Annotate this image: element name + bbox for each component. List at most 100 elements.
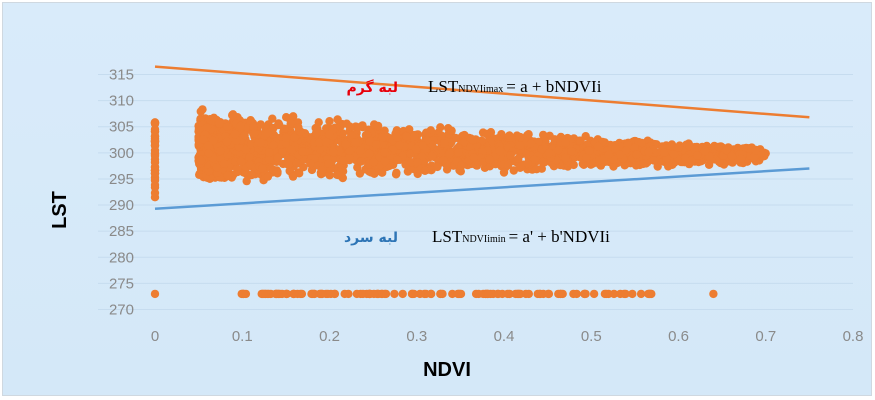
scatter-point	[628, 289, 637, 299]
x-tick-label: 0.8	[843, 328, 864, 345]
scatter-point	[727, 152, 737, 161]
scatter-point	[569, 160, 578, 170]
scatter-point	[585, 146, 594, 155]
scatter-point	[537, 164, 546, 173]
scatter-point	[526, 139, 536, 148]
scatter-point	[341, 140, 351, 149]
scatter-point	[714, 142, 723, 152]
scatter-point	[245, 153, 254, 162]
scatter-point	[567, 147, 576, 156]
scatter-point	[236, 157, 246, 166]
scatter-point	[277, 289, 287, 299]
scatter-point	[615, 150, 624, 159]
scatter-point	[572, 289, 581, 299]
scatter-point	[358, 289, 368, 299]
y-tick-label: 310	[109, 93, 134, 110]
scatter-point	[427, 152, 437, 161]
scatter-point	[439, 139, 449, 148]
warm-edge-line	[154, 65, 810, 119]
scatter-point	[561, 138, 570, 147]
scatter-point	[258, 164, 267, 173]
scatter-point	[406, 149, 415, 159]
cold-edge-equation: LSTNDVIimin = a' + b'NDVIi	[432, 227, 610, 246]
scatter-point	[422, 128, 431, 138]
scatter-point	[632, 150, 642, 159]
scatter-point	[582, 153, 591, 162]
scatter-point	[460, 137, 469, 147]
scatter-point	[561, 153, 570, 163]
scatter-point	[503, 160, 513, 170]
scatter-point	[511, 289, 520, 299]
scatter-point	[196, 156, 206, 165]
scatter-point	[749, 152, 759, 162]
scatter-point	[669, 150, 679, 159]
scatter-point	[398, 289, 407, 299]
scatter-point	[366, 168, 376, 177]
scatter-point	[265, 148, 274, 157]
scatter-point	[299, 163, 308, 172]
scatter-point	[402, 132, 411, 141]
y-tick-label: 270	[109, 302, 134, 319]
scatter-point	[296, 289, 305, 299]
scatter-point	[623, 140, 632, 149]
scatter-point	[223, 122, 232, 131]
scatter-point	[506, 151, 515, 160]
scatter-point	[611, 144, 620, 153]
scatter-point	[420, 166, 430, 175]
scatter-point	[580, 289, 589, 299]
scatter-point	[369, 158, 378, 167]
scatter-point	[223, 171, 232, 180]
scatter-point	[202, 123, 212, 132]
y-tick-label: 315	[109, 66, 134, 83]
scatter-point	[514, 154, 523, 163]
cold-eq-lst: LST	[432, 227, 463, 246]
x-tick-label: 0.6	[668, 328, 689, 345]
scatter-point	[288, 172, 298, 181]
scatter-points	[150, 105, 770, 299]
scatter-point	[485, 155, 494, 164]
scatter-point	[228, 111, 237, 120]
scatter-point	[636, 289, 646, 299]
scatter-point	[589, 289, 599, 299]
scatter-point	[535, 289, 545, 299]
scatter-point	[378, 133, 388, 142]
scatter-point	[246, 140, 256, 149]
scatter-point	[524, 130, 533, 139]
scatter-point	[294, 123, 303, 132]
x-tick-label: 0.1	[232, 328, 253, 345]
scatter-point	[411, 144, 421, 154]
scatter-point	[687, 156, 696, 165]
scatter-point	[150, 169, 160, 178]
scatter-point	[378, 168, 387, 177]
scatter-point	[264, 155, 274, 164]
scatter-point	[289, 112, 298, 121]
scatter-point	[499, 168, 509, 177]
warm-edge-label: لبه گرم	[347, 79, 398, 96]
y-tick-label: 285	[109, 223, 134, 240]
scatter-point	[286, 119, 295, 128]
scatter-point	[232, 164, 242, 173]
scatter-point	[240, 130, 249, 140]
scatter-point	[249, 122, 258, 131]
scatter-point	[332, 170, 342, 179]
scatter-point	[474, 289, 483, 299]
cold-eq-subscript: NDVIimin	[462, 234, 505, 245]
edge-lines	[154, 65, 810, 210]
scatter-point	[325, 130, 334, 139]
y-tick-label: 295	[109, 171, 134, 188]
scatter-point	[446, 138, 456, 147]
scatter-point	[600, 289, 610, 299]
chart-area	[2, 2, 872, 396]
scatter-point	[239, 289, 248, 299]
warm-eq-lst: LST	[428, 77, 459, 96]
scatter-point	[413, 158, 422, 167]
scatter-point	[524, 289, 533, 299]
scatter-point	[352, 289, 362, 299]
scatter-point	[410, 132, 419, 141]
scatter-point	[673, 143, 683, 152]
scatter-point	[751, 145, 760, 155]
scatter-point	[405, 125, 414, 134]
scatter-point	[242, 176, 251, 186]
scatter-point	[212, 163, 221, 172]
x-tick-label: 0.7	[755, 328, 776, 345]
